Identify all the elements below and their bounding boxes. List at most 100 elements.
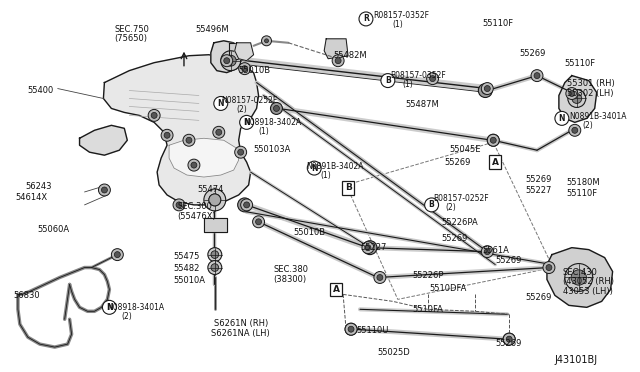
Text: B: B bbox=[385, 76, 390, 85]
Circle shape bbox=[481, 246, 493, 257]
Text: 55475: 55475 bbox=[173, 251, 200, 261]
Text: (1): (1) bbox=[259, 127, 269, 136]
Circle shape bbox=[101, 187, 108, 193]
Text: 55226P: 55226P bbox=[413, 270, 444, 279]
Circle shape bbox=[345, 323, 357, 335]
Text: (75650): (75650) bbox=[115, 34, 147, 43]
Circle shape bbox=[569, 90, 575, 96]
Circle shape bbox=[478, 84, 492, 97]
Text: 55269: 55269 bbox=[442, 234, 468, 243]
Circle shape bbox=[264, 39, 269, 43]
Polygon shape bbox=[559, 76, 596, 122]
Text: (1): (1) bbox=[393, 20, 404, 29]
Text: 5510DFA: 5510DFA bbox=[429, 285, 467, 294]
Text: 55301 (RH): 55301 (RH) bbox=[567, 78, 614, 87]
Circle shape bbox=[359, 12, 373, 26]
Circle shape bbox=[204, 189, 226, 211]
Circle shape bbox=[362, 242, 374, 254]
Circle shape bbox=[424, 198, 438, 212]
Circle shape bbox=[262, 36, 271, 46]
Text: 55060A: 55060A bbox=[38, 225, 70, 234]
Text: N: N bbox=[218, 99, 224, 108]
Circle shape bbox=[374, 272, 386, 283]
Circle shape bbox=[531, 70, 543, 81]
Text: SEC.430: SEC.430 bbox=[563, 267, 598, 276]
Circle shape bbox=[565, 264, 593, 291]
Circle shape bbox=[209, 194, 221, 206]
Circle shape bbox=[214, 96, 228, 110]
Text: 5561A: 5561A bbox=[483, 246, 509, 255]
Text: N08918-3401A: N08918-3401A bbox=[108, 303, 164, 312]
Circle shape bbox=[335, 58, 341, 64]
Text: B08157-0252F: B08157-0252F bbox=[433, 194, 489, 203]
Text: 5510FA: 5510FA bbox=[413, 305, 444, 314]
Text: (2): (2) bbox=[122, 312, 132, 321]
Circle shape bbox=[239, 115, 253, 129]
Circle shape bbox=[487, 134, 499, 146]
Text: 55045E: 55045E bbox=[449, 145, 481, 154]
Circle shape bbox=[572, 127, 578, 133]
Circle shape bbox=[546, 264, 552, 270]
Text: 55269: 55269 bbox=[519, 49, 545, 58]
Circle shape bbox=[221, 51, 241, 71]
Text: N: N bbox=[243, 118, 250, 127]
Text: SEC.750: SEC.750 bbox=[115, 25, 149, 34]
Text: N08918-3402A: N08918-3402A bbox=[244, 118, 302, 127]
Polygon shape bbox=[204, 218, 227, 232]
Circle shape bbox=[225, 55, 236, 66]
Polygon shape bbox=[211, 41, 241, 73]
Text: N: N bbox=[559, 114, 565, 123]
Text: N08157-0252F: N08157-0252F bbox=[221, 96, 277, 106]
Polygon shape bbox=[324, 39, 348, 59]
Text: 55110U: 55110U bbox=[356, 326, 388, 335]
Text: SEC.380: SEC.380 bbox=[273, 264, 308, 273]
Circle shape bbox=[271, 102, 282, 115]
Circle shape bbox=[224, 58, 230, 64]
Polygon shape bbox=[547, 248, 612, 307]
Text: (1): (1) bbox=[403, 80, 413, 89]
Text: J43101BJ: J43101BJ bbox=[555, 355, 598, 365]
Circle shape bbox=[571, 270, 586, 285]
Circle shape bbox=[482, 87, 489, 94]
Circle shape bbox=[363, 241, 377, 254]
Circle shape bbox=[273, 105, 280, 112]
Circle shape bbox=[534, 73, 540, 78]
Circle shape bbox=[503, 333, 515, 345]
Circle shape bbox=[176, 202, 182, 208]
Circle shape bbox=[191, 162, 197, 168]
Text: B08157-0352F: B08157-0352F bbox=[390, 71, 445, 80]
Text: 55180M: 55180M bbox=[567, 178, 600, 187]
Circle shape bbox=[221, 55, 233, 67]
Text: R08157-0352F: R08157-0352F bbox=[373, 11, 429, 20]
Circle shape bbox=[572, 94, 582, 103]
Circle shape bbox=[186, 137, 192, 143]
Circle shape bbox=[216, 129, 222, 135]
Circle shape bbox=[506, 336, 512, 342]
Polygon shape bbox=[104, 55, 259, 205]
Text: 55110F: 55110F bbox=[483, 19, 513, 28]
Text: 55110F: 55110F bbox=[565, 59, 596, 68]
Circle shape bbox=[307, 161, 321, 175]
Text: 55302 (LH): 55302 (LH) bbox=[567, 89, 613, 97]
Text: SEC.300: SEC.300 bbox=[177, 202, 212, 211]
Circle shape bbox=[211, 251, 219, 259]
Text: 55269: 55269 bbox=[445, 158, 471, 167]
Text: 55227: 55227 bbox=[360, 243, 387, 252]
Circle shape bbox=[427, 73, 438, 84]
Circle shape bbox=[244, 202, 250, 208]
Circle shape bbox=[173, 199, 185, 211]
Text: B: B bbox=[429, 201, 435, 209]
Text: 55227: 55227 bbox=[525, 186, 552, 195]
Circle shape bbox=[490, 137, 496, 143]
Text: (2): (2) bbox=[445, 203, 456, 212]
Circle shape bbox=[487, 134, 499, 146]
Text: 550103A: 550103A bbox=[253, 145, 291, 154]
Circle shape bbox=[332, 55, 344, 67]
Circle shape bbox=[111, 248, 124, 260]
Circle shape bbox=[183, 134, 195, 146]
Text: N: N bbox=[311, 164, 317, 173]
Text: (2): (2) bbox=[583, 121, 593, 130]
Circle shape bbox=[241, 199, 253, 211]
Circle shape bbox=[151, 112, 157, 118]
Text: 55482M: 55482M bbox=[333, 51, 367, 60]
